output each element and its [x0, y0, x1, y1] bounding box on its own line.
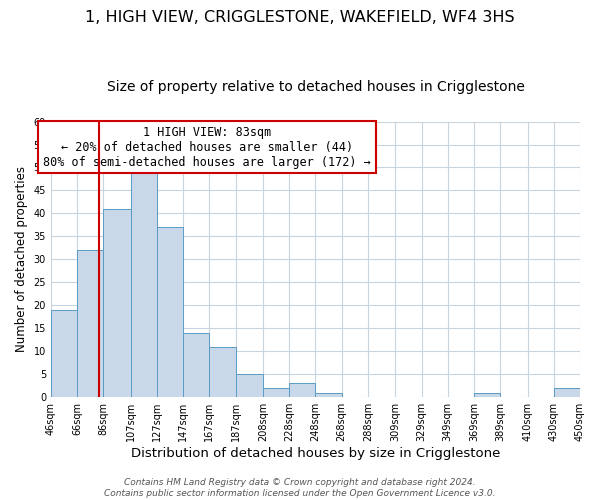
Y-axis label: Number of detached properties: Number of detached properties: [15, 166, 28, 352]
Bar: [554, 388, 580, 397]
Bar: [263, 388, 289, 397]
Bar: [131, 172, 157, 397]
Bar: [289, 384, 316, 397]
Title: Size of property relative to detached houses in Crigglestone: Size of property relative to detached ho…: [107, 80, 524, 94]
Bar: [236, 374, 263, 397]
Bar: [474, 392, 500, 397]
Bar: [103, 209, 131, 397]
Bar: [77, 250, 103, 397]
Bar: [183, 333, 209, 397]
X-axis label: Distribution of detached houses by size in Crigglestone: Distribution of detached houses by size …: [131, 447, 500, 460]
Text: 1 HIGH VIEW: 83sqm
← 20% of detached houses are smaller (44)
80% of semi-detache: 1 HIGH VIEW: 83sqm ← 20% of detached hou…: [43, 126, 371, 168]
Bar: [157, 227, 183, 397]
Text: Contains HM Land Registry data © Crown copyright and database right 2024.
Contai: Contains HM Land Registry data © Crown c…: [104, 478, 496, 498]
Bar: [209, 346, 236, 397]
Bar: [316, 392, 341, 397]
Bar: [51, 310, 77, 397]
Text: 1, HIGH VIEW, CRIGGLESTONE, WAKEFIELD, WF4 3HS: 1, HIGH VIEW, CRIGGLESTONE, WAKEFIELD, W…: [85, 10, 515, 25]
